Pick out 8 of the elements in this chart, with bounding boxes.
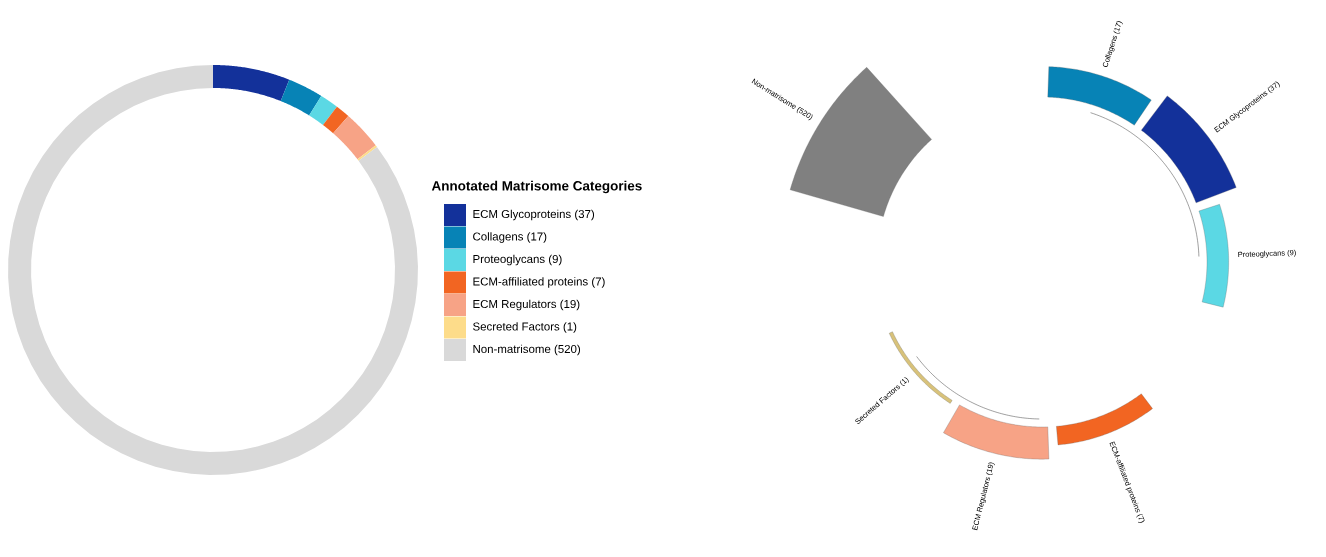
legend-label: ECM-affiliated proteins (7) <box>473 277 605 288</box>
legend-label: Secreted Factors (1) <box>473 322 577 333</box>
legend-title: Annotated Matrisome Categories <box>431 180 642 194</box>
legend-label: Collagens (17) <box>473 232 547 243</box>
legend-label: Proteoglycans (9) <box>473 254 562 266</box>
legend-label: Non-matrisome (520) <box>473 344 581 356</box>
legend-label: ECM Regulators (19) <box>473 299 580 311</box>
legend-label: ECM Glycoproteins (37) <box>473 209 595 221</box>
